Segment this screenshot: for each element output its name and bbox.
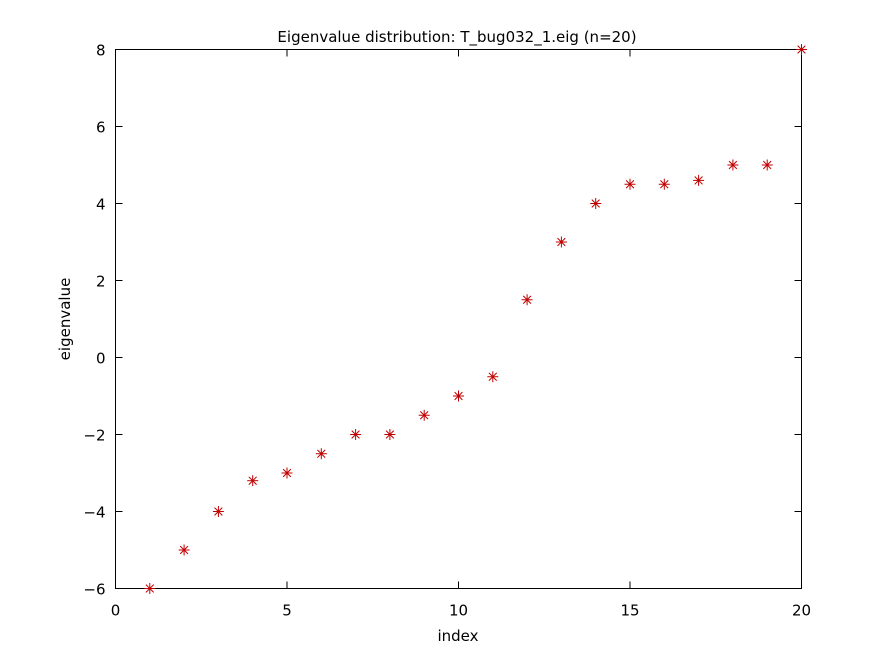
data-point xyxy=(247,475,259,487)
data-point xyxy=(658,178,670,190)
plot-area: 0 5 10 15 20 −6 −4 −2 0 2 4 6 8 xyxy=(83,42,811,620)
data-point xyxy=(624,178,636,190)
x-axis-label: index xyxy=(437,627,478,645)
data-point xyxy=(693,174,705,186)
data-point xyxy=(727,159,739,171)
y-axis: −6 −4 −2 0 2 4 6 8 xyxy=(83,42,802,599)
data-point xyxy=(178,544,190,556)
y-tick-label: 6 xyxy=(96,119,106,137)
data-point xyxy=(418,409,430,421)
x-axis: 0 5 10 15 20 xyxy=(111,49,811,620)
y-axis-label: eigenvalue xyxy=(56,278,74,361)
y-tick-label: −2 xyxy=(83,427,105,445)
data-point xyxy=(144,583,156,594)
data-point xyxy=(281,467,293,479)
y-tick-label: −4 xyxy=(83,504,105,522)
data-point xyxy=(555,236,567,248)
data-point xyxy=(212,506,224,517)
data-point xyxy=(487,371,499,383)
data-point xyxy=(384,429,396,440)
x-tick-label: 20 xyxy=(792,602,811,620)
x-tick-label: 5 xyxy=(282,602,292,620)
data-point xyxy=(761,159,773,171)
x-tick-label: 15 xyxy=(620,602,639,620)
y-tick-label: 8 xyxy=(96,42,106,60)
data-point xyxy=(590,198,602,209)
data-point xyxy=(315,448,327,460)
y-tick-label: 2 xyxy=(96,273,106,291)
data-point xyxy=(453,390,464,402)
data-point xyxy=(796,44,807,55)
y-tick-label: −6 xyxy=(83,581,105,599)
y-tick-label: 0 xyxy=(96,350,106,368)
x-tick-label: 0 xyxy=(111,602,121,620)
data-point xyxy=(521,294,533,306)
x-tick-label: 10 xyxy=(449,602,468,620)
y-tick-label: 4 xyxy=(96,196,106,214)
data-point xyxy=(350,429,362,440)
data-series xyxy=(144,44,807,594)
chart-title: Eigenvalue distribution: T_bug032_1.eig … xyxy=(277,28,636,47)
